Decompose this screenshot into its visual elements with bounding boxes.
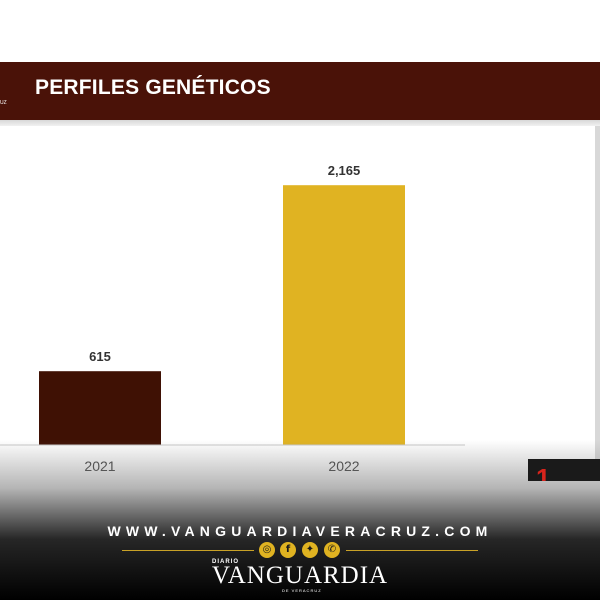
brand-logo: VANGUARDIA (211, 562, 389, 589)
top-background (0, 0, 600, 62)
bar-2022 (283, 185, 405, 445)
header-bar (0, 62, 600, 120)
gold-divider-right (346, 550, 478, 551)
facebook-icon[interactable]: f (280, 542, 296, 558)
brand-prefix: DIARIO (212, 559, 239, 565)
value-label-2022: 2,165 (328, 163, 361, 178)
website-url[interactable]: WWW.VANGUARDIAVERACRUZ.COM (107, 523, 493, 539)
bar-2021 (39, 371, 161, 445)
side-panel-edge (595, 126, 600, 466)
whatsapp-icon[interactable]: ✆ (324, 542, 340, 558)
header-divider (0, 120, 600, 126)
header-logo-fragment: UZ (0, 100, 7, 106)
corner-counter: 1 0 (528, 459, 600, 481)
brand-subtitle: DE VERACRUZ (282, 588, 322, 593)
value-label-2021: 615 (89, 349, 111, 364)
footer-gradient (0, 440, 600, 600)
bars-layer (39, 185, 405, 445)
corner-digits: 1 0 (536, 463, 561, 481)
twitter-icon[interactable]: ✦ (302, 542, 318, 558)
instagram-icon[interactable]: ◎ (259, 542, 275, 558)
bar-chart: 61520212,1652022 (0, 163, 465, 474)
gold-divider-left (122, 550, 254, 551)
chart-title: PERFILES GENÉTICOS (35, 76, 271, 99)
